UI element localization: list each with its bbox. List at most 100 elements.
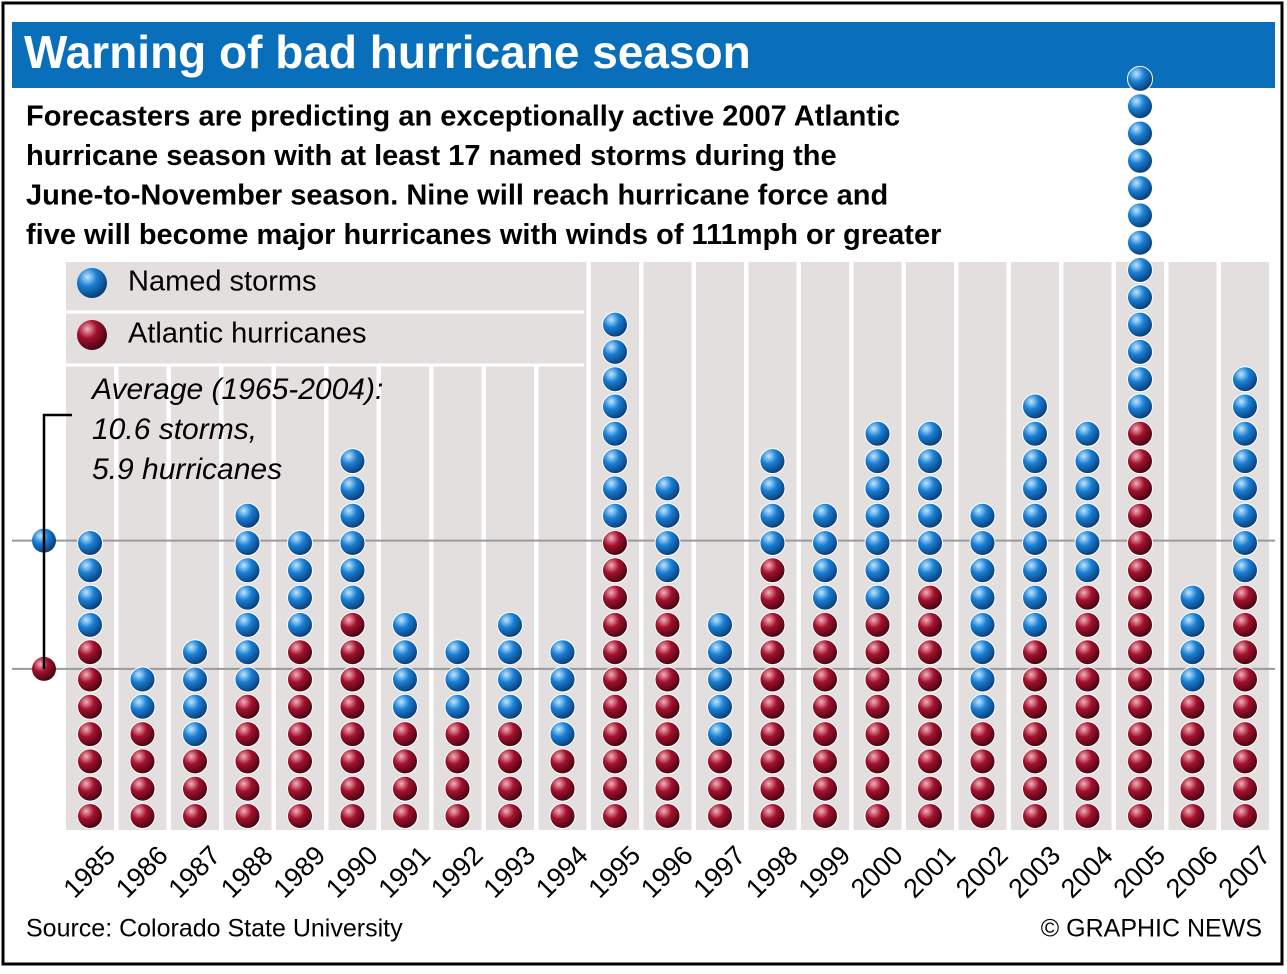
- storm-ball: [339, 475, 366, 502]
- hurricane-ball: [339, 639, 366, 666]
- storm-ball: [969, 530, 996, 556]
- hurricane-ball: [1074, 748, 1101, 775]
- hurricane-ball: [1127, 666, 1153, 693]
- storm-ball: [339, 502, 366, 529]
- chart-title: Warning of bad hurricane season: [24, 26, 751, 78]
- hurricane-ball: [917, 611, 943, 638]
- hurricane-ball: [707, 748, 733, 775]
- hurricane-ball: [287, 666, 313, 693]
- storm-ball: [1127, 311, 1153, 338]
- storm-ball: [497, 639, 523, 666]
- hurricane-ball: [182, 748, 208, 775]
- hurricane-ball: [339, 611, 366, 638]
- subtitle-line: Forecasters are predicting an exceptiona…: [26, 101, 900, 133]
- hurricane-ball: [497, 803, 523, 829]
- hurricane-ball: [602, 584, 628, 611]
- hurricane-ball: [1127, 420, 1153, 447]
- storm-ball: [549, 721, 576, 748]
- subtitle-line: hurricane season with at least 17 named …: [26, 140, 837, 172]
- credit: © GRAPHIC NEWS: [1041, 915, 1262, 943]
- hurricane-ball: [759, 666, 786, 693]
- hurricane-ball: [129, 721, 156, 748]
- hurricane-ball: [602, 666, 628, 693]
- storm-ball: [1022, 420, 1048, 447]
- hurricane-ball: [654, 803, 681, 829]
- storm-ball: [707, 611, 733, 638]
- hurricane-ball: [1022, 693, 1048, 720]
- hurricane-ball: [549, 775, 576, 802]
- storm-ball: [1127, 147, 1153, 174]
- storm-ball: [917, 502, 943, 529]
- storm-ball: [339, 557, 366, 584]
- storm-ball: [969, 639, 996, 666]
- hurricane-ball: [182, 775, 208, 802]
- storm-ball: [287, 530, 313, 556]
- storm-ball: [234, 502, 261, 529]
- storm-ball: [654, 475, 681, 502]
- hurricane-ball: [812, 693, 838, 720]
- hurricane-ball: [182, 803, 208, 829]
- hurricane-ball: [969, 775, 996, 802]
- hurricane-ball: [129, 748, 156, 775]
- storm-ball: [1022, 557, 1048, 584]
- hurricane-ball: [864, 693, 891, 720]
- storm-ball: [1127, 229, 1153, 256]
- storm-ball: [339, 530, 366, 556]
- storm-ball: [1232, 420, 1258, 447]
- storm-ball: [1074, 502, 1101, 529]
- storm-ball: [759, 448, 786, 475]
- storm-ball: [917, 557, 943, 584]
- hurricane-ball: [339, 721, 366, 748]
- average-note: 10.6 storms,: [92, 413, 257, 446]
- storm-ball: [812, 502, 838, 529]
- storm-ball: [1232, 475, 1258, 502]
- storm-ball: [1127, 120, 1153, 147]
- hurricane-ball: [339, 803, 366, 829]
- storm-ball: [1127, 366, 1153, 393]
- hurricane-ball: [1127, 475, 1153, 502]
- storm-ball: [1127, 257, 1153, 283]
- hurricane-ball: [234, 693, 261, 720]
- hurricane-ball: [1074, 639, 1101, 666]
- hurricane-ball: [287, 639, 313, 666]
- storm-ball: [1127, 284, 1153, 311]
- hurricane-ball: [602, 748, 628, 775]
- storm-ball: [339, 584, 366, 611]
- storm-ball: [444, 693, 471, 720]
- storm-ball: [287, 584, 313, 611]
- hurricane-ball: [1074, 693, 1101, 720]
- hurricane-ball: [1127, 557, 1153, 584]
- hurricane-ball: [497, 748, 523, 775]
- storm-ball: [444, 666, 471, 693]
- storm-ball: [864, 448, 891, 475]
- hurricane-ball: [864, 639, 891, 666]
- storm-ball: [1022, 475, 1048, 502]
- storm-ball: [759, 502, 786, 529]
- hurricane-ball: [234, 775, 261, 802]
- storm-ball: [812, 557, 838, 584]
- hurricane-ball: [707, 775, 733, 802]
- storm-ball: [1074, 557, 1101, 584]
- hurricane-ball: [759, 584, 786, 611]
- hurricane-ball: [1232, 775, 1258, 802]
- storm-ball: [969, 502, 996, 529]
- hurricane-ball: [654, 584, 681, 611]
- hurricane-ball: [812, 803, 838, 829]
- hurricane-ball: [812, 748, 838, 775]
- hurricane-ball: [864, 666, 891, 693]
- hurricane-ball: [1232, 639, 1258, 666]
- hurricane-ball: [917, 584, 943, 611]
- hurricane-ball: [1179, 748, 1206, 775]
- storm-ball: [1232, 530, 1258, 556]
- hurricane-ball: [392, 748, 418, 775]
- storm-ball: [864, 475, 891, 502]
- hurricane-ball: [759, 721, 786, 748]
- hurricane-ball: [759, 748, 786, 775]
- storm-ball: [602, 448, 628, 475]
- hurricane-ball: [654, 721, 681, 748]
- storm-ball: [969, 557, 996, 584]
- storm-ball: [287, 611, 313, 638]
- title-bar: [12, 22, 1275, 88]
- storm-ball: [549, 693, 576, 720]
- storm-ball: [864, 530, 891, 556]
